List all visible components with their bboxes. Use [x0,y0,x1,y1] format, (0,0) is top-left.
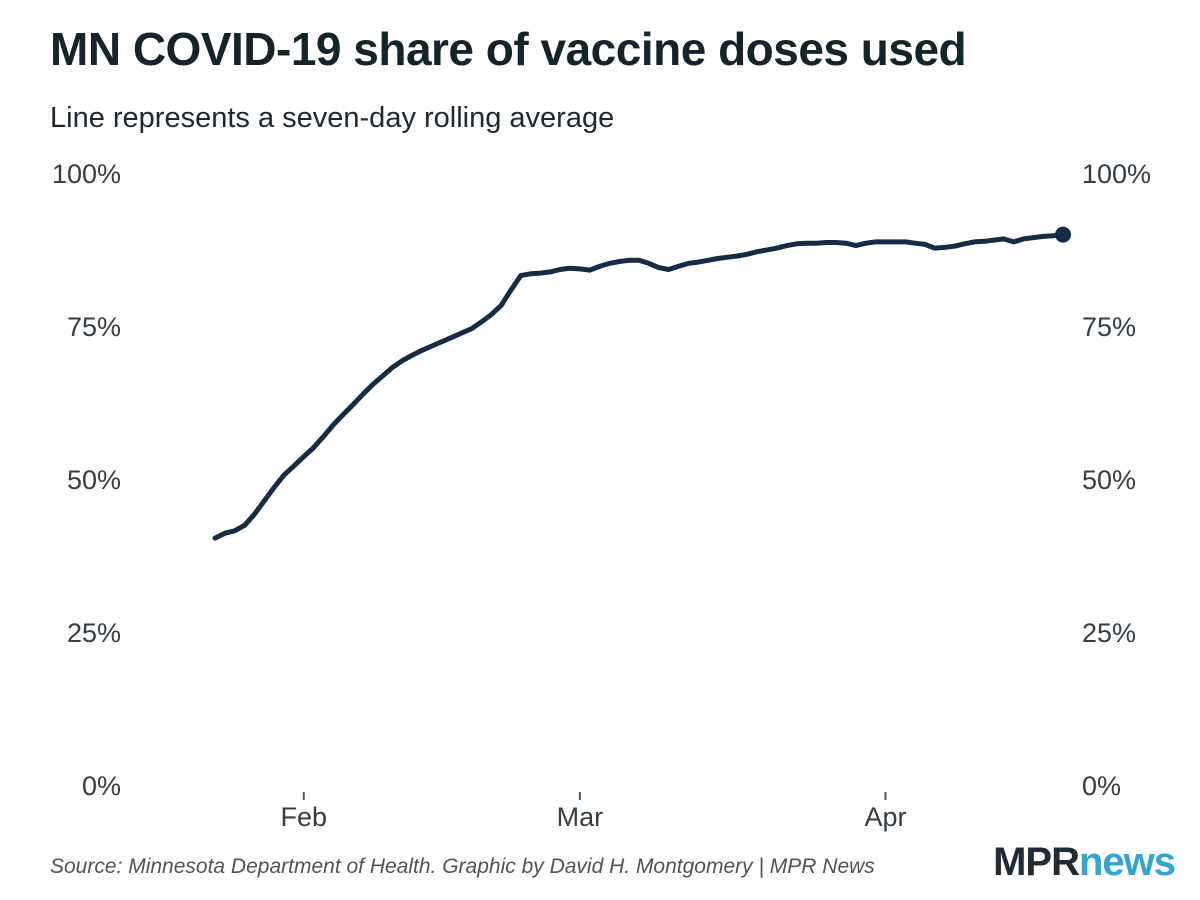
line-end-dot [1055,226,1071,243]
y-axis-label-left: 75% [67,312,121,342]
source-credit: Source: Minnesota Department of Health. … [50,855,875,878]
y-axis-label-right: 25% [1082,618,1136,648]
x-axis-label: Feb [280,802,327,832]
x-axis-label: Mar [557,802,604,832]
y-axis-label-right: 50% [1082,465,1136,495]
y-axis-label-right: 75% [1082,312,1136,342]
y-axis-label-left: 0% [82,771,121,801]
y-axis-label-right: 0% [1082,771,1121,801]
y-axis-label-right: 100% [1082,159,1151,189]
chart-title: MN COVID-19 share of vaccine doses used [50,23,967,75]
chart-subtitle: Line represents a seven-day rolling aver… [50,102,615,134]
logo-news-text: news [1078,840,1176,884]
x-axis-label: Apr [864,802,906,832]
rolling-average-line [212,232,1066,541]
mpr-news-logo: MPRnews [993,840,1176,885]
logo-mpr-text: MPR [993,840,1080,884]
y-axis-label-left: 100% [52,159,121,189]
y-axis-label-left: 50% [67,465,121,495]
y-axis-label-left: 25% [67,618,121,648]
